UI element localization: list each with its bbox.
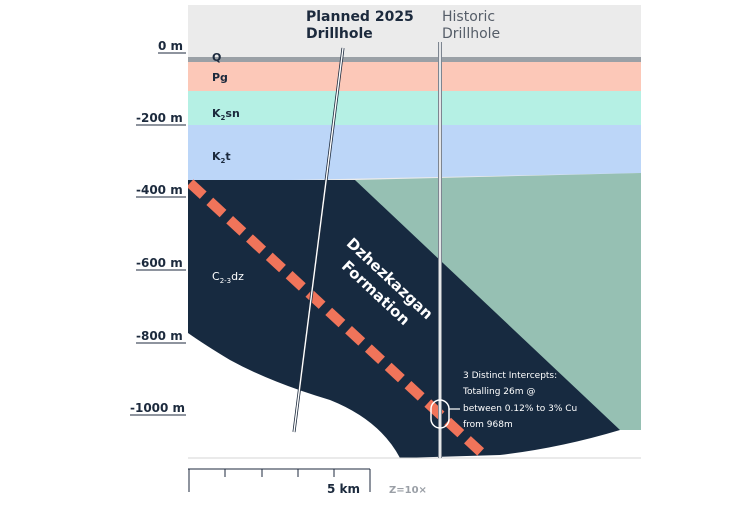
unit-label-q: Q [212, 51, 221, 64]
layer-k2t [188, 125, 641, 182]
intercept-note-line4: from 968m [463, 420, 513, 430]
layer-k2sn [188, 91, 641, 125]
intercept-note-line2: Totalling 26m @ [462, 387, 535, 397]
layer-paleogene [188, 62, 641, 91]
depth-label-200: -200 m [136, 111, 183, 125]
unit-label-pg: Pg [212, 71, 228, 84]
unit-label-k2sn: K2sn [212, 107, 240, 122]
historic-drillhole-title-line1: Historic [442, 9, 495, 25]
layer-quaternary [188, 57, 641, 62]
unit-label-c23dz: C2-3dz [212, 270, 244, 285]
depth-label-400: -400 m [136, 183, 183, 197]
intercept-note-line3: between 0.12% to 3% Cu [463, 404, 577, 414]
planned-drillhole [293, 47, 344, 433]
historic-drillhole-title-line2: Drillhole [442, 26, 500, 42]
depth-label-800: -800 m [136, 329, 183, 343]
unit-label-k2t: K2t [212, 150, 231, 165]
green-block [355, 173, 641, 430]
intercept-marker [430, 399, 450, 429]
dzhezkazgan-body [188, 180, 620, 458]
vertical-exaggeration-label: Z=10× [389, 485, 427, 496]
scale-bar-label: 5 km [327, 482, 360, 496]
scale-bar [188, 468, 371, 492]
planned-drillhole-title-line2: Drillhole [306, 26, 373, 42]
depth-label-1000: -1000 m [130, 401, 185, 415]
planned-drillhole-title-line1: Planned 2025 [306, 9, 414, 25]
depth-axis [130, 52, 186, 416]
ore-horizon [188, 179, 489, 458]
depth-label-0: 0 m [158, 39, 183, 53]
depth-label-600: -600 m [136, 256, 183, 270]
intercept-note-line1: 3 Distinct Intercepts: [463, 371, 557, 381]
